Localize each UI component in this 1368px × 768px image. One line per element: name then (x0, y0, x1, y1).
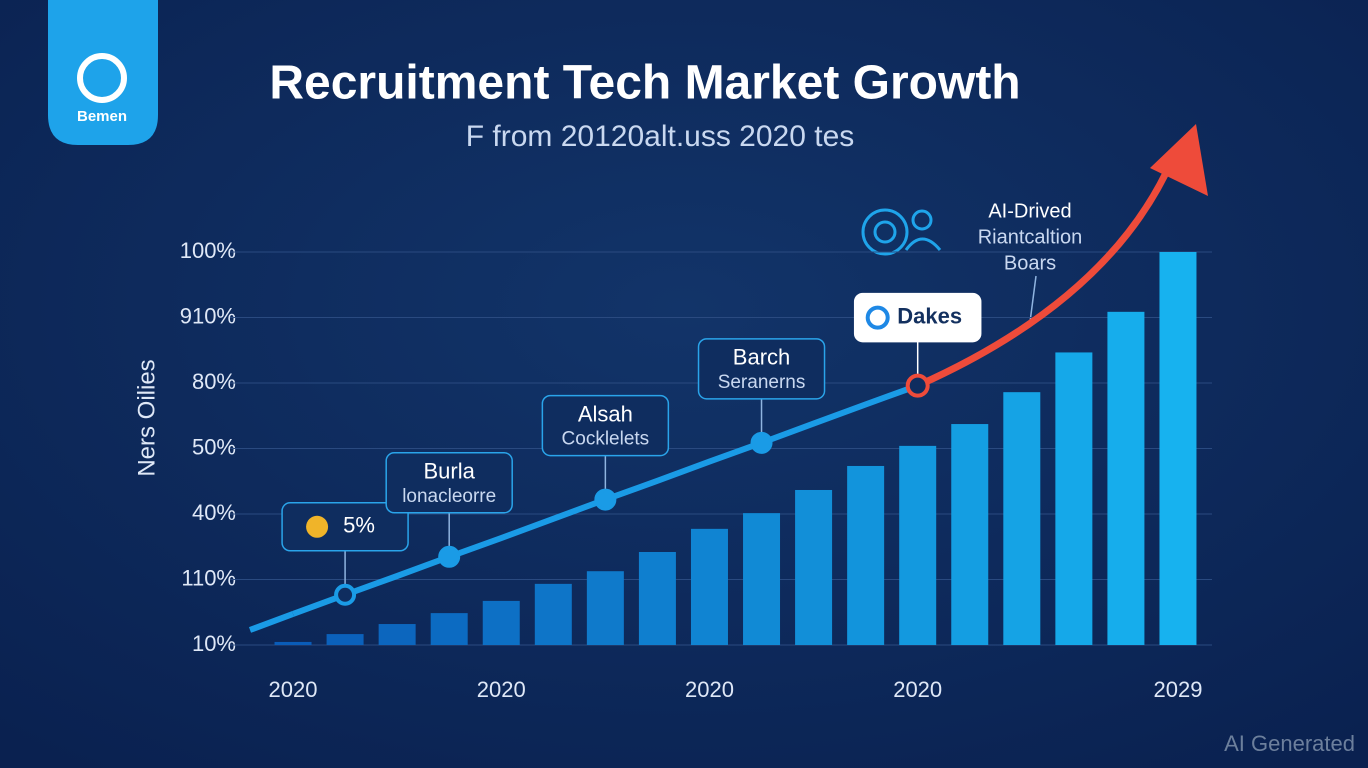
y-tick-label: 80% (192, 369, 236, 394)
y-tick-label: 100% (180, 238, 236, 263)
callout-box (385, 452, 513, 514)
line-marker (438, 545, 461, 568)
line-lead-in (248, 611, 295, 633)
y-tick-label: 10% (192, 631, 236, 656)
callout-text: 5% (343, 513, 375, 538)
bar (795, 489, 833, 645)
bar (274, 641, 312, 645)
logo-text: Bemen (77, 108, 127, 125)
bar (482, 600, 520, 645)
bar (899, 445, 937, 645)
bar (1107, 311, 1145, 645)
watermark: AI Generated (1224, 731, 1355, 756)
bar (534, 583, 572, 645)
callout-title: Alsah (578, 401, 633, 426)
bar (378, 624, 416, 645)
bar (951, 424, 989, 645)
callout-icon (306, 515, 329, 538)
callout-icon (865, 305, 890, 330)
people-icon (861, 208, 942, 256)
y-tick-label: 110% (181, 565, 236, 590)
side-note-connector (1029, 275, 1037, 323)
chart-title: Recruitment Tech Market Growth (269, 57, 1020, 110)
bar (586, 571, 624, 645)
bar (743, 513, 781, 645)
x-tick-label: 2029 (1153, 677, 1202, 702)
line-marker (334, 583, 357, 606)
bar (430, 613, 468, 645)
y-tick-label: 910% (180, 303, 236, 328)
bar (638, 551, 676, 645)
callout-box (697, 338, 826, 400)
line-marker (905, 373, 930, 398)
y-axis-label: Ners Oilies (133, 359, 160, 476)
callout-text: Seranerns (718, 372, 806, 393)
side-note-line: Riantcaltion (978, 226, 1083, 248)
x-tick-label: 2020 (685, 677, 734, 702)
callout-box (541, 394, 670, 457)
side-note-title: AI-Drived (988, 200, 1071, 222)
callout-box (281, 502, 409, 552)
x-tick-label: 2020 (269, 677, 318, 702)
callout-text: Cocklelets (562, 429, 650, 450)
bar (847, 465, 885, 645)
bar (1055, 352, 1093, 645)
y-tick-label: 50% (192, 434, 236, 459)
logo-box (48, 0, 158, 145)
x-tick-label: 2020 (477, 677, 526, 702)
trend-arrowhead (1150, 124, 1208, 196)
bar (1003, 392, 1041, 645)
chart-subtitle: F from 20120alt.uss 2020 tes (466, 120, 855, 153)
callout-box (853, 292, 982, 343)
bar (690, 528, 728, 645)
line-marker (594, 488, 617, 511)
x-tick-label: 2020 (893, 677, 942, 702)
callout-text: lonacleorre (402, 486, 496, 507)
logo-icon (77, 53, 127, 103)
callout-title: Dakes (897, 303, 962, 328)
line-marker (750, 431, 773, 454)
side-note-line: Boars (1004, 252, 1056, 274)
callout-title: Barch (733, 345, 790, 370)
y-tick-label: 40% (192, 500, 236, 525)
bar (1159, 252, 1197, 645)
trend-arrow (916, 158, 1176, 389)
bar (326, 634, 364, 645)
callout-title: Burla (424, 459, 476, 484)
